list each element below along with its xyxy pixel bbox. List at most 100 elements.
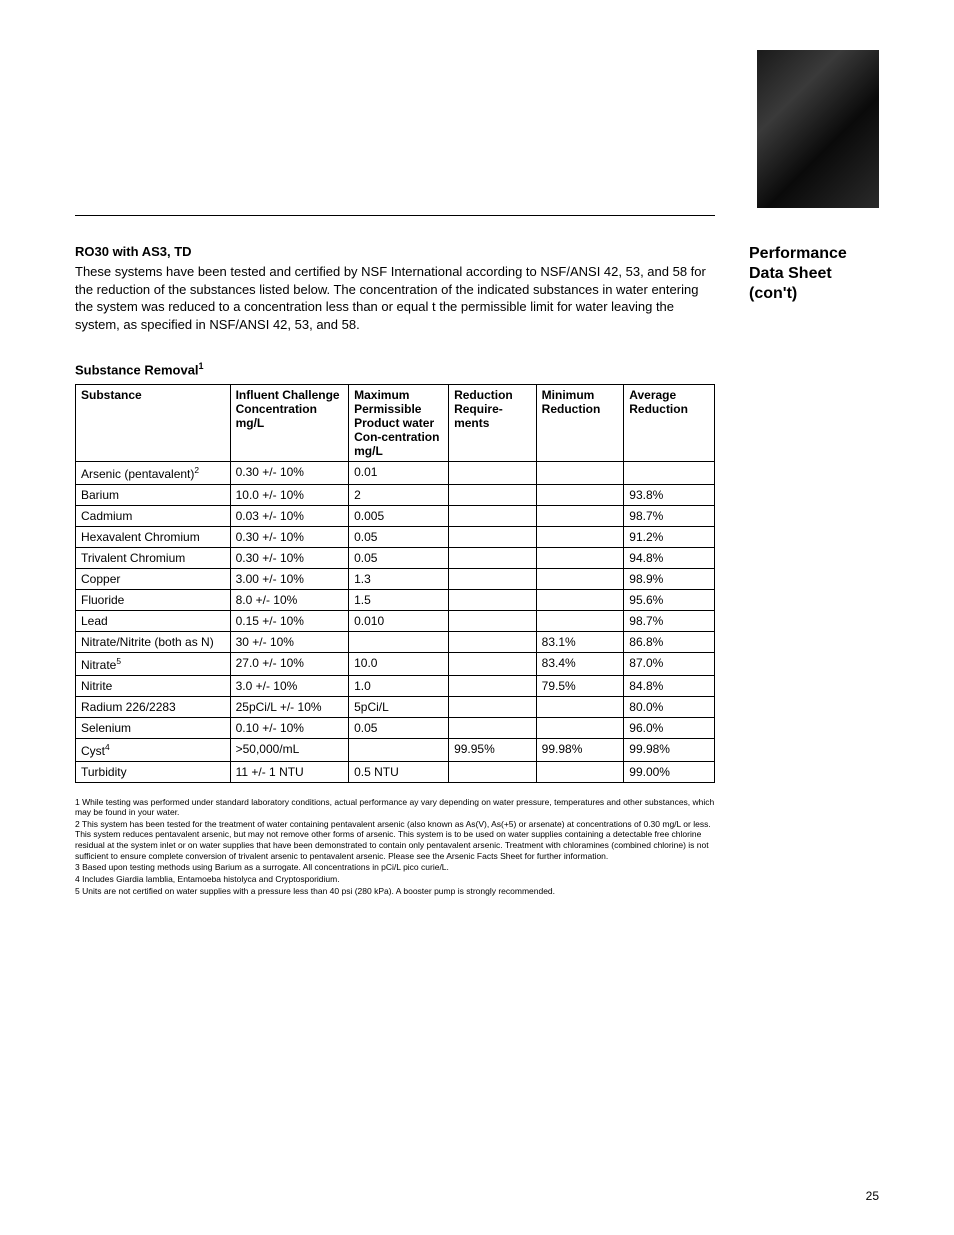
cell-maximum	[349, 631, 449, 652]
cell-average: 99.98%	[624, 738, 715, 761]
cell-substance: Hexavalent Chromium	[76, 526, 231, 547]
footnote: 1 While testing was performed under stan…	[75, 797, 715, 818]
cell-average: 80.0%	[624, 696, 715, 717]
cell-minimum: 83.4%	[536, 652, 624, 675]
cell-minimum	[536, 610, 624, 631]
cell-influent: 8.0 +/- 10%	[230, 589, 349, 610]
sidebar-title-line3: (con't)	[749, 284, 879, 304]
cell-average: 98.7%	[624, 610, 715, 631]
table-row: Selenium0.10 +/- 10%0.0596.0%	[76, 717, 715, 738]
cell-influent: 10.0 +/- 10%	[230, 484, 349, 505]
sidebar-title-line1: Performance	[749, 244, 879, 264]
cell-maximum: 0.005	[349, 505, 449, 526]
cell-average: 98.7%	[624, 505, 715, 526]
table-row: Turbidity11 +/- 1 NTU0.5 NTU99.00%	[76, 761, 715, 782]
sidebar-title-line2: Data Sheet	[749, 264, 879, 284]
cell-minimum	[536, 568, 624, 589]
cell-influent: 0.30 +/- 10%	[230, 547, 349, 568]
cell-maximum: 1.0	[349, 675, 449, 696]
cell-maximum: 0.010	[349, 610, 449, 631]
cell-minimum	[536, 761, 624, 782]
table-header-row: Substance Influent Challenge Concentrati…	[76, 384, 715, 461]
table-title-sup: 1	[199, 361, 204, 371]
cell-average: 98.9%	[624, 568, 715, 589]
cell-maximum: 5pCi/L	[349, 696, 449, 717]
cell-average: 94.8%	[624, 547, 715, 568]
table-row: Copper3.00 +/- 10%1.398.9%	[76, 568, 715, 589]
table-body: Arsenic (pentavalent)20.30 +/- 10%0.01Ba…	[76, 461, 715, 782]
cell-maximum: 0.05	[349, 526, 449, 547]
cell-minimum	[536, 505, 624, 526]
cell-maximum: 0.5 NTU	[349, 761, 449, 782]
table-row: Nitrate527.0 +/- 10%10.083.4%87.0%	[76, 652, 715, 675]
cell-minimum	[536, 484, 624, 505]
cell-substance: Barium	[76, 484, 231, 505]
table-row: Cadmium0.03 +/- 10%0.00598.7%	[76, 505, 715, 526]
header-rule	[75, 215, 715, 216]
cell-influent: 0.10 +/- 10%	[230, 717, 349, 738]
section-title: RO30 with AS3, TD	[75, 244, 715, 259]
cell-reduction_req	[449, 505, 537, 526]
footnote: 4 Includes Giardia lamblia, Entamoeba hi…	[75, 874, 715, 885]
cell-influent: 3.00 +/- 10%	[230, 568, 349, 589]
cell-reduction_req	[449, 461, 537, 484]
cell-minimum	[536, 526, 624, 547]
cell-reduction_req	[449, 589, 537, 610]
cell-minimum	[536, 461, 624, 484]
cell-influent: 27.0 +/- 10%	[230, 652, 349, 675]
col-influent: Influent Challenge Concentration mg/L	[230, 384, 349, 461]
main-content: RO30 with AS3, TD These systems have bee…	[75, 244, 715, 897]
cell-reduction_req	[449, 484, 537, 505]
intro-text: These systems have been tested and certi…	[75, 263, 715, 333]
cell-influent: 30 +/- 10%	[230, 631, 349, 652]
cell-reduction_req	[449, 526, 537, 547]
cell-maximum	[349, 738, 449, 761]
cell-substance: Turbidity	[76, 761, 231, 782]
col-reduction-req: Reduction Require-ments	[449, 384, 537, 461]
cell-substance: Lead	[76, 610, 231, 631]
cell-influent: 0.15 +/- 10%	[230, 610, 349, 631]
table-row: Fluoride8.0 +/- 10%1.5 95.6%	[76, 589, 715, 610]
cell-minimum	[536, 717, 624, 738]
cell-minimum	[536, 696, 624, 717]
cell-average: 93.8%	[624, 484, 715, 505]
cell-substance: Fluoride	[76, 589, 231, 610]
cell-reduction_req	[449, 696, 537, 717]
cell-reduction_req	[449, 675, 537, 696]
col-average: Average Reduction	[624, 384, 715, 461]
cell-reduction_req: 99.95%	[449, 738, 537, 761]
table-row: Trivalent Chromium0.30 +/- 10%0.05 94.8%	[76, 547, 715, 568]
cell-average: 95.6%	[624, 589, 715, 610]
footnote: 2 This system has been tested for the tr…	[75, 819, 715, 862]
cell-maximum: 0.05	[349, 717, 449, 738]
cell-influent: 0.30 +/- 10%	[230, 461, 349, 484]
cell-average: 84.8%	[624, 675, 715, 696]
cell-maximum: 1.5	[349, 589, 449, 610]
cell-average: 87.0%	[624, 652, 715, 675]
cell-minimum: 99.98%	[536, 738, 624, 761]
cell-reduction_req	[449, 547, 537, 568]
cell-reduction_req	[449, 631, 537, 652]
page: Performance Data Sheet (con't) RO30 with…	[0, 0, 954, 1235]
table-row: Nitrite3.0 +/- 10%1.079.5%84.8%	[76, 675, 715, 696]
cell-maximum: 1.3	[349, 568, 449, 589]
cell-influent: 0.30 +/- 10%	[230, 526, 349, 547]
table-row: Cyst4>50,000/mL99.95%99.98%99.98%	[76, 738, 715, 761]
col-substance: Substance	[76, 384, 231, 461]
table-row: Arsenic (pentavalent)20.30 +/- 10%0.01	[76, 461, 715, 484]
table-row: Radium 226/228325pCi/L +/- 10%5pCi/L80.0…	[76, 696, 715, 717]
table-title-text: Substance Removal	[75, 363, 199, 378]
cell-maximum: 2	[349, 484, 449, 505]
table-row: Nitrate/Nitrite (both as N)30 +/- 10% 83.…	[76, 631, 715, 652]
cell-reduction_req	[449, 717, 537, 738]
footnotes: 1 While testing was performed under stan…	[75, 797, 715, 897]
cell-substance: Trivalent Chromium	[76, 547, 231, 568]
cell-substance: Nitrate5	[76, 652, 231, 675]
table-title: Substance Removal1	[75, 361, 715, 377]
cell-average: 86.8%	[624, 631, 715, 652]
cell-substance: Cyst4	[76, 738, 231, 761]
cell-maximum: 0.05	[349, 547, 449, 568]
cell-substance: Nitrate/Nitrite (both as N)	[76, 631, 231, 652]
cell-minimum: 83.1%	[536, 631, 624, 652]
table-row: Hexavalent Chromium0.30 +/- 10%0.0591.2%	[76, 526, 715, 547]
